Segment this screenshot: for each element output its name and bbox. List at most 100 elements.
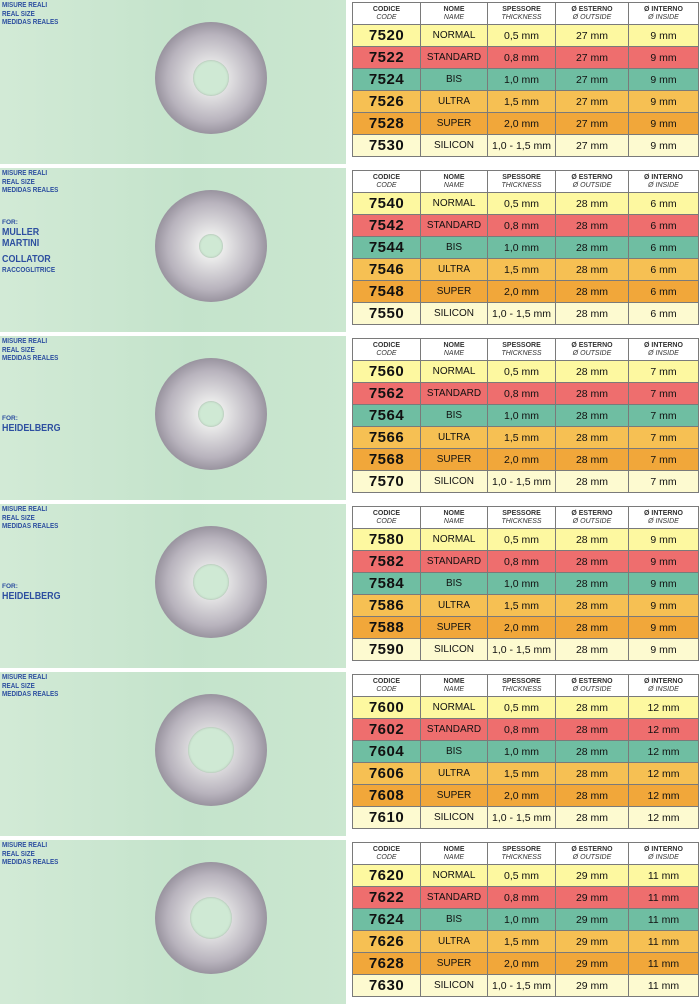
header-thickness-label: SPESSORE: [502, 6, 541, 13]
thickness-cell: 0,8 mm: [487, 46, 556, 69]
inside-diameter-cell: 6 mm: [628, 214, 699, 237]
table-row: 7600 NORMAL 0,5 mm 28 mm 12 mm: [352, 696, 699, 719]
thickness-cell: 2,0 mm: [487, 784, 556, 807]
table-row: 7568 SUPER 2,0 mm 28 mm 7 mm: [352, 448, 699, 471]
header-code-label-en: CODE: [376, 517, 397, 525]
size-panel: MISURE REALI REAL SIZE MEDIDAS REALES: [0, 0, 346, 164]
inside-diameter-cell: 11 mm: [628, 930, 699, 953]
header-name: NOME NAME: [420, 338, 488, 361]
table-row: 7622 STANDARD 0,8 mm 29 mm 11 mm: [352, 886, 699, 909]
header-outside: Ø ESTERNO Ø OUTSIDE: [555, 170, 629, 193]
outside-diameter-cell: 28 mm: [555, 214, 629, 237]
thickness-cell: 1,5 mm: [487, 594, 556, 617]
header-inside-label-en: Ø INSIDE: [648, 349, 679, 357]
name-cell: SILICON: [420, 974, 488, 997]
name-cell: NORMAL: [420, 696, 488, 719]
thickness-cell: 1,5 mm: [487, 930, 556, 953]
outside-diameter-cell: 28 mm: [555, 280, 629, 303]
inside-diameter-cell: 6 mm: [628, 236, 699, 259]
table-row: 7620 NORMAL 0,5 mm 29 mm 11 mm: [352, 864, 699, 887]
header-inside-label-en: Ø INSIDE: [648, 13, 679, 21]
header-outside-label: Ø ESTERNO: [571, 342, 613, 349]
name-cell: SUPER: [420, 784, 488, 807]
header-outside-label-en: Ø OUTSIDE: [572, 853, 612, 861]
code-cell: 7624: [352, 908, 421, 931]
header-thickness: SPESSORE THICKNESS: [487, 674, 556, 697]
outside-diameter-cell: 28 mm: [555, 192, 629, 215]
washer-hole: [190, 897, 232, 939]
table-row: 7586 ULTRA 1,5 mm 28 mm 9 mm: [352, 594, 699, 617]
inside-diameter-cell: 9 mm: [628, 134, 699, 157]
name-cell: SUPER: [420, 616, 488, 639]
code-cell: 7608: [352, 784, 421, 807]
header-outside: Ø ESTERNO Ø OUTSIDE: [555, 674, 629, 697]
name-cell: ULTRA: [420, 426, 488, 449]
inside-diameter-cell: 9 mm: [628, 638, 699, 661]
outside-diameter-cell: 29 mm: [555, 864, 629, 887]
header-name: NOME NAME: [420, 2, 488, 25]
thickness-cell: 1,0 - 1,5 mm: [487, 134, 556, 157]
thickness-cell: 1,5 mm: [487, 90, 556, 113]
thickness-cell: 1,0 mm: [487, 404, 556, 427]
thickness-cell: 1,0 mm: [487, 572, 556, 595]
outside-diameter-cell: 28 mm: [555, 236, 629, 259]
header-code-label: CODICE: [372, 174, 401, 181]
thickness-cell: 0,8 mm: [487, 886, 556, 909]
real-size-label: MISURE REALI REAL SIZE MEDIDAS REALES: [2, 170, 58, 196]
product-table: CODICE CODE NOME NAME SPESSORE THICKNESS Ø EST…: [352, 2, 699, 157]
name-cell: NORMAL: [420, 864, 488, 887]
inside-diameter-cell: 7 mm: [628, 426, 699, 449]
size-label-line: REAL SIZE: [2, 10, 35, 18]
thickness-cell: 0,8 mm: [487, 550, 556, 573]
name-cell: STANDARD: [420, 718, 488, 741]
name-cell: ULTRA: [420, 90, 488, 113]
header-inside: Ø INTERNO Ø INSIDE: [628, 338, 699, 361]
outside-diameter-cell: 28 mm: [555, 550, 629, 573]
outside-diameter-cell: 28 mm: [555, 616, 629, 639]
inside-diameter-cell: 12 mm: [628, 762, 699, 785]
code-cell: 7622: [352, 886, 421, 909]
washer-disc: [155, 358, 267, 470]
washer-hole: [199, 234, 223, 258]
table-row: 7626 ULTRA 1,5 mm 29 mm 11 mm: [352, 930, 699, 953]
code-cell: 7588: [352, 616, 421, 639]
outside-diameter-cell: 28 mm: [555, 762, 629, 785]
header-outside-label-en: Ø OUTSIDE: [572, 517, 612, 525]
size-label-line: REAL SIZE: [2, 178, 35, 186]
inside-diameter-cell: 12 mm: [628, 806, 699, 829]
table-row: 7590 SILICON 1,0 - 1,5 mm 28 mm 9 mm: [352, 638, 699, 661]
code-cell: 7610: [352, 806, 421, 829]
table-header-row: CODICE CODE NOME NAME SPESSORE THICKNESS Ø EST…: [352, 338, 699, 361]
header-thickness-label-en: THICKNESS: [501, 517, 542, 525]
size-label-line: REAL SIZE: [2, 682, 35, 690]
outside-diameter-cell: 29 mm: [555, 974, 629, 997]
name-cell: NORMAL: [420, 192, 488, 215]
table-header-row: CODICE CODE NOME NAME SPESSORE THICKNESS Ø EST…: [352, 506, 699, 529]
washer-hole: [188, 727, 234, 773]
washer-disc: [155, 694, 267, 806]
header-inside-label: Ø INTERNO: [644, 6, 683, 13]
size-panel: MISURE REALI REAL SIZE MEDIDAS REALES FOR: H…: [0, 504, 346, 668]
outside-diameter-cell: 28 mm: [555, 718, 629, 741]
table-row: 7570 SILICON 1,0 - 1,5 mm 28 mm 7 mm: [352, 470, 699, 493]
header-thickness-label-en: THICKNESS: [501, 685, 542, 693]
table-row: 7580 NORMAL 0,5 mm 28 mm 9 mm: [352, 528, 699, 551]
real-size-label: MISURE REALI REAL SIZE MEDIDAS REALES: [2, 506, 58, 532]
inside-diameter-cell: 9 mm: [628, 90, 699, 113]
header-inside-label: Ø INTERNO: [644, 846, 683, 853]
code-cell: 7620: [352, 864, 421, 887]
machine-name: HEIDELBERG: [2, 590, 61, 602]
inside-diameter-cell: 9 mm: [628, 24, 699, 47]
header-code: CODICE CODE: [352, 170, 421, 193]
header-outside-label: Ø ESTERNO: [571, 174, 613, 181]
machine-name: MARTINI: [2, 237, 40, 249]
size-label-line: MEDIDAS REALES: [2, 19, 59, 26]
header-code-label-en: CODE: [376, 349, 397, 357]
header-outside: Ø ESTERNO Ø OUTSIDE: [555, 338, 629, 361]
name-cell: STANDARD: [420, 382, 488, 405]
inside-diameter-cell: 6 mm: [628, 192, 699, 215]
name-cell: STANDARD: [420, 886, 488, 909]
outside-diameter-cell: 29 mm: [555, 930, 629, 953]
table-row: 7566 ULTRA 1,5 mm 28 mm 7 mm: [352, 426, 699, 449]
header-name: NOME NAME: [420, 674, 488, 697]
